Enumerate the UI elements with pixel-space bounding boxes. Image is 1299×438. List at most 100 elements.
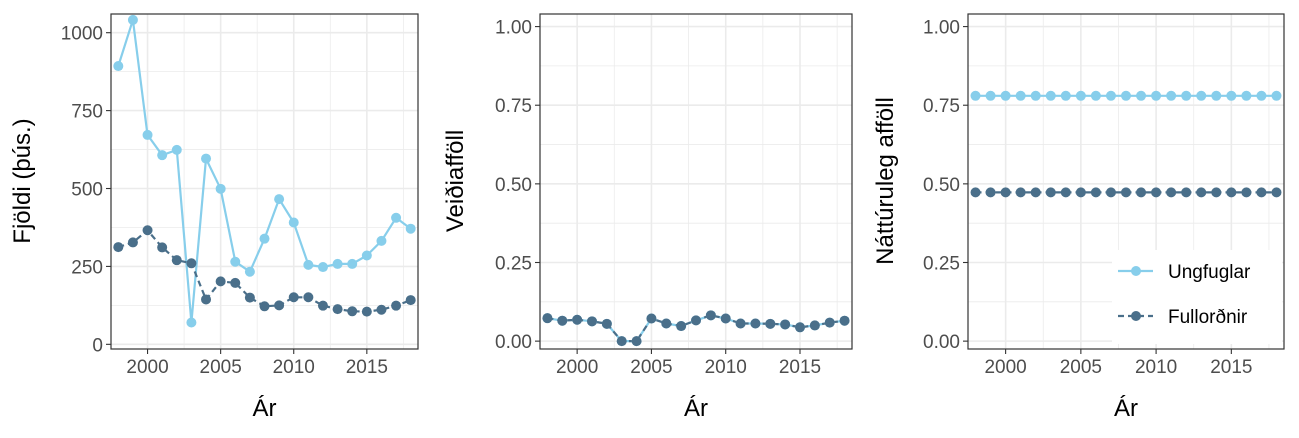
data-point-ungfuglar xyxy=(405,223,416,234)
panel-3: 2000 2005 2010 2015 0.00 0.25 0.50 0.75 1.00 Ár Ná… xyxy=(872,13,1285,422)
data-point-fullordnir xyxy=(1030,187,1041,198)
data-point-ungfuglar xyxy=(1256,90,1267,101)
data-point-fullordnir xyxy=(171,255,182,266)
x-tick-label: 2000 xyxy=(126,357,168,378)
data-point-fullordnir xyxy=(780,319,791,330)
y-tick-label: 500 xyxy=(71,180,103,201)
x-tick-label: 2015 xyxy=(1210,357,1252,378)
y-tick-label: 0.50 xyxy=(923,175,960,196)
x-tick-label: 2010 xyxy=(705,357,747,378)
data-point-fullordnir xyxy=(1211,187,1222,198)
data-point-fullordnir xyxy=(705,310,716,321)
data-point-ungfuglar xyxy=(142,129,153,140)
data-point-fullordnir xyxy=(1241,187,1252,198)
data-point-ungfuglar xyxy=(1105,90,1116,101)
data-point-fullordnir xyxy=(720,313,731,324)
legend-background xyxy=(1112,250,1282,344)
data-point-fullordnir xyxy=(376,304,387,315)
data-point-fullordnir xyxy=(113,242,124,253)
x-tick-label: 2005 xyxy=(630,357,672,378)
data-point-fullordnir xyxy=(750,318,761,329)
data-point-fullordnir xyxy=(1196,187,1207,198)
data-point-ungfuglar xyxy=(970,90,981,101)
data-point-fullordnir xyxy=(661,318,672,329)
data-point-fullordnir xyxy=(1060,187,1071,198)
data-point-ungfuglar xyxy=(317,262,328,273)
x-tick-label: 2010 xyxy=(1135,357,1177,378)
data-point-ungfuglar xyxy=(1075,90,1086,101)
legend-label: Fullorðnir xyxy=(1168,307,1248,328)
data-point-ungfuglar xyxy=(171,144,182,155)
data-point-ungfuglar xyxy=(332,258,343,269)
data-point-ungfuglar xyxy=(1271,90,1282,101)
data-point-ungfuglar xyxy=(127,14,138,25)
data-point-fullordnir xyxy=(244,292,255,303)
y-tick-label: 0.25 xyxy=(495,253,532,274)
data-point-fullordnir xyxy=(735,318,746,329)
data-point-ungfuglar xyxy=(259,233,270,244)
y-axis-title: Veiðiafföll xyxy=(442,130,469,232)
y-tick-label: 0.00 xyxy=(495,332,532,353)
data-point-fullordnir xyxy=(809,320,820,331)
panel-background xyxy=(540,14,852,349)
y-tick-label: 1.00 xyxy=(495,18,532,39)
y-axis-title: Fjöldi (þús.) xyxy=(9,118,36,243)
data-point-fullordnir xyxy=(127,237,138,248)
x-tick-label: 2015 xyxy=(779,357,821,378)
data-point-fullordnir xyxy=(1015,187,1026,198)
data-point-fullordnir xyxy=(142,225,153,236)
data-point-fullordnir xyxy=(587,316,597,327)
data-point-ungfuglar xyxy=(201,153,212,164)
data-point-fullordnir xyxy=(631,336,642,347)
data-point-fullordnir xyxy=(1000,187,1011,198)
x-tick-label: 2005 xyxy=(200,357,242,378)
data-point-fullordnir xyxy=(1045,187,1056,198)
data-point-fullordnir xyxy=(405,295,416,306)
data-point-fullordnir xyxy=(201,294,212,305)
y-tick-label: 1.00 xyxy=(923,18,960,39)
data-point-fullordnir xyxy=(795,322,805,333)
legend-label: Ungfuglar xyxy=(1168,262,1251,283)
legend-key-point xyxy=(1131,311,1141,321)
data-point-fullordnir xyxy=(288,292,299,303)
data-point-fullordnir xyxy=(347,306,358,317)
data-point-fullordnir xyxy=(601,318,612,329)
data-point-ungfuglar xyxy=(1121,90,1131,101)
panel-border xyxy=(110,13,419,350)
data-point-fullordnir xyxy=(616,336,627,347)
data-point-ungfuglar xyxy=(303,259,314,270)
data-point-ungfuglar xyxy=(1090,90,1101,101)
x-tick-label: 2015 xyxy=(346,357,388,378)
x-axis-title: Ár xyxy=(253,395,277,422)
data-point-ungfuglar xyxy=(347,258,358,269)
data-point-ungfuglar xyxy=(1196,90,1207,101)
data-point-fullordnir xyxy=(186,258,197,269)
data-point-ungfuglar xyxy=(1181,90,1192,101)
data-point-ungfuglar xyxy=(1166,90,1177,101)
data-point-ungfuglar xyxy=(1060,90,1071,101)
data-point-fullordnir xyxy=(676,321,687,332)
data-point-fullordnir xyxy=(691,315,701,326)
data-point-fullordnir xyxy=(572,314,583,325)
data-point-fullordnir xyxy=(1256,187,1267,198)
data-point-ungfuglar xyxy=(1226,90,1237,101)
panel-background xyxy=(111,14,418,349)
data-point-ungfuglar xyxy=(244,266,255,277)
data-point-fullordnir xyxy=(303,292,314,303)
data-point-fullordnir xyxy=(839,315,850,326)
data-point-ungfuglar xyxy=(157,150,168,161)
data-point-fullordnir xyxy=(230,277,241,288)
data-point-ungfuglar xyxy=(186,317,197,328)
data-point-fullordnir xyxy=(1226,187,1237,198)
data-point-fullordnir xyxy=(1151,187,1162,198)
data-point-fullordnir xyxy=(646,313,657,324)
panel-2: 2000 2005 2010 2015 0.00 0.25 0.50 0.75 1.00 Ár Ve… xyxy=(442,13,853,422)
data-point-fullordnir xyxy=(274,300,285,311)
data-point-fullordnir xyxy=(765,318,776,329)
data-point-fullordnir xyxy=(391,300,402,311)
data-point-ungfuglar xyxy=(215,183,226,194)
x-tick-label: 2010 xyxy=(273,357,315,378)
data-point-ungfuglar xyxy=(113,61,124,72)
